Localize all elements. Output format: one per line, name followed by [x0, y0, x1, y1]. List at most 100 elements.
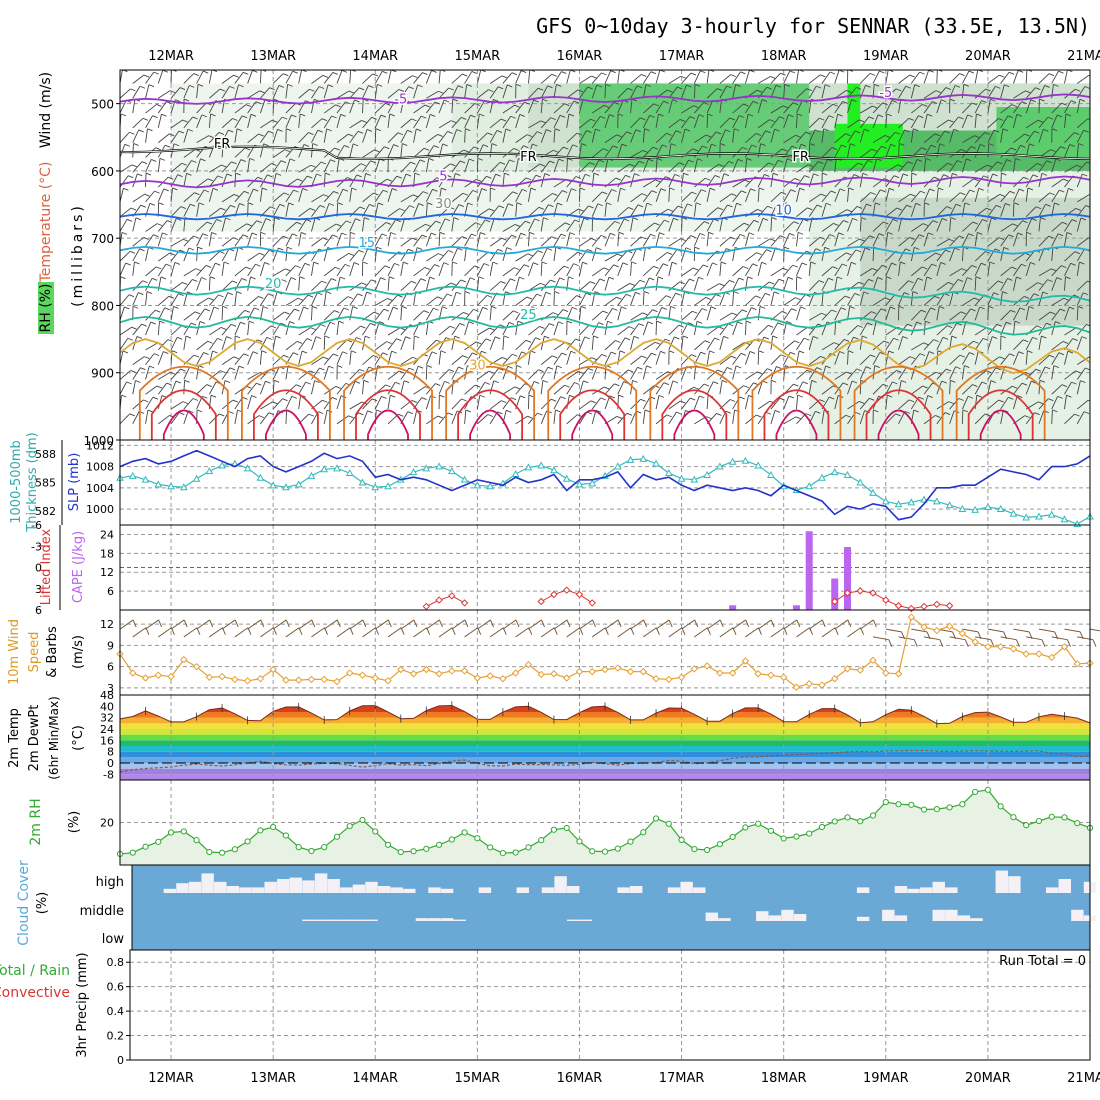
wind-barb: [1089, 363, 1090, 365]
wind-barb: [170, 87, 181, 99]
wind-barb: [796, 326, 809, 336]
wind-barb: [540, 160, 550, 173]
wind-barb-flag: [924, 202, 930, 206]
wind-barb-flag: [395, 219, 401, 223]
wind-barb: [694, 340, 706, 351]
wind-barb: [170, 206, 182, 217]
wind-speed-marker: [294, 676, 303, 684]
wind-barb: [745, 371, 758, 380]
thickness-marker: [307, 471, 316, 479]
wind-barb-flag: [549, 160, 555, 164]
wind-barb: [259, 99, 266, 114]
wind-barb-flag: [144, 193, 150, 197]
wind-barb-flag: [411, 400, 417, 403]
wind-barb-flag: [550, 117, 556, 121]
wind-speed-marker: [154, 671, 162, 679]
wind-barb: [885, 70, 889, 84]
wind-barb: [298, 276, 301, 291]
wind-barb: [132, 280, 143, 291]
wind-barb: [987, 205, 997, 217]
wind-barb-flag: [558, 321, 564, 325]
wind-barb: [642, 71, 652, 84]
wind-barb-flag: [291, 114, 297, 118]
wind-barb: [374, 308, 385, 321]
wind-barb-flag: [290, 277, 297, 281]
wind-barb: [949, 268, 962, 277]
wind-barb-flag: [121, 394, 127, 398]
wind-barb: [961, 70, 970, 84]
wind-barb-flag: [1025, 372, 1031, 375]
wind-barb-flag: [755, 295, 761, 299]
wind-barb-flag: [378, 321, 385, 325]
wind-barb-flag: [713, 381, 719, 385]
wind-barb: [591, 72, 602, 84]
thickness-marker: [1047, 510, 1056, 518]
wind-speed-marker: [243, 677, 252, 685]
wind-barb-flag: [300, 232, 307, 235]
wind-barb-flag: [1002, 291, 1008, 294]
top-date-label: 17MAR: [659, 49, 705, 64]
wind-barb-flag: [905, 248, 911, 252]
wind-barb-flag: [552, 312, 559, 316]
wind-barb: [528, 218, 535, 232]
wind-barb-flag: [212, 350, 218, 354]
wind-ylabel-1: 10m Wind: [7, 619, 22, 685]
wind-barb-flag: [518, 158, 524, 161]
wind-barb-flag: [931, 101, 938, 105]
wind-barb-flag: [358, 249, 364, 253]
wind-barb-flag: [601, 353, 607, 357]
wind-barb: [1025, 119, 1039, 129]
bottom-date-label: 17MAR: [659, 1071, 705, 1086]
wind-barb: [1038, 279, 1048, 291]
wind-barb-flag: [551, 236, 557, 240]
wind-barb-flag: [226, 336, 232, 339]
wind-barb-flag: [303, 306, 309, 310]
wind-barb: [655, 70, 661, 84]
wind-barb-flag: [644, 409, 651, 413]
wind-barb-flag: [341, 70, 348, 73]
wind-barb: [464, 233, 472, 247]
wind-barb-flag: [784, 83, 790, 87]
surface-wind-barb-flag: [336, 619, 341, 628]
rh-marker: [474, 835, 481, 842]
wind-barb: [962, 178, 974, 188]
li-marker: [435, 596, 443, 604]
contour-label: 10: [775, 204, 792, 219]
wind-barb: [859, 279, 869, 291]
wind-barb-flag: [245, 266, 251, 270]
wind-barb-flag: [614, 383, 620, 387]
rh-marker: [665, 820, 672, 827]
surface-wind-barb: [1000, 636, 1017, 641]
wind-barb-flag: [223, 261, 230, 265]
wind-barb: [655, 414, 668, 425]
surface-wind-barb: [1077, 636, 1094, 641]
wind-barb: [604, 264, 614, 277]
wind-barb: [872, 247, 875, 262]
wind-barb: [400, 130, 408, 143]
wind-barb-flag: [637, 366, 643, 370]
wind-barb: [681, 335, 684, 350]
wind-barb-flag: [692, 310, 698, 314]
wind-barb-flag: [811, 380, 817, 383]
temperature-tick-label: 8: [107, 746, 114, 759]
wind-barb-flag: [780, 354, 786, 358]
surface-wind-barbs: [119, 619, 1100, 647]
wind-barb: [974, 413, 986, 425]
wind-barb-flag: [124, 143, 130, 147]
wind-barb-flag: [719, 283, 725, 287]
wind-barb-flag: [320, 324, 326, 327]
wind-barb-flag: [540, 282, 546, 286]
wind-barb: [1000, 310, 1011, 321]
wind-barb-flag: [870, 192, 876, 195]
surface-wind-barb: [808, 619, 823, 630]
wind-barb: [157, 295, 170, 306]
wind-barb-flag: [1062, 221, 1068, 225]
wind-barb: [643, 222, 655, 232]
wind-barb-flag: [715, 294, 721, 297]
thickness-marker: [971, 505, 979, 513]
wind-barb: [259, 381, 266, 395]
wind-barb-flag: [391, 188, 398, 191]
wind-barb-flag: [751, 144, 757, 148]
